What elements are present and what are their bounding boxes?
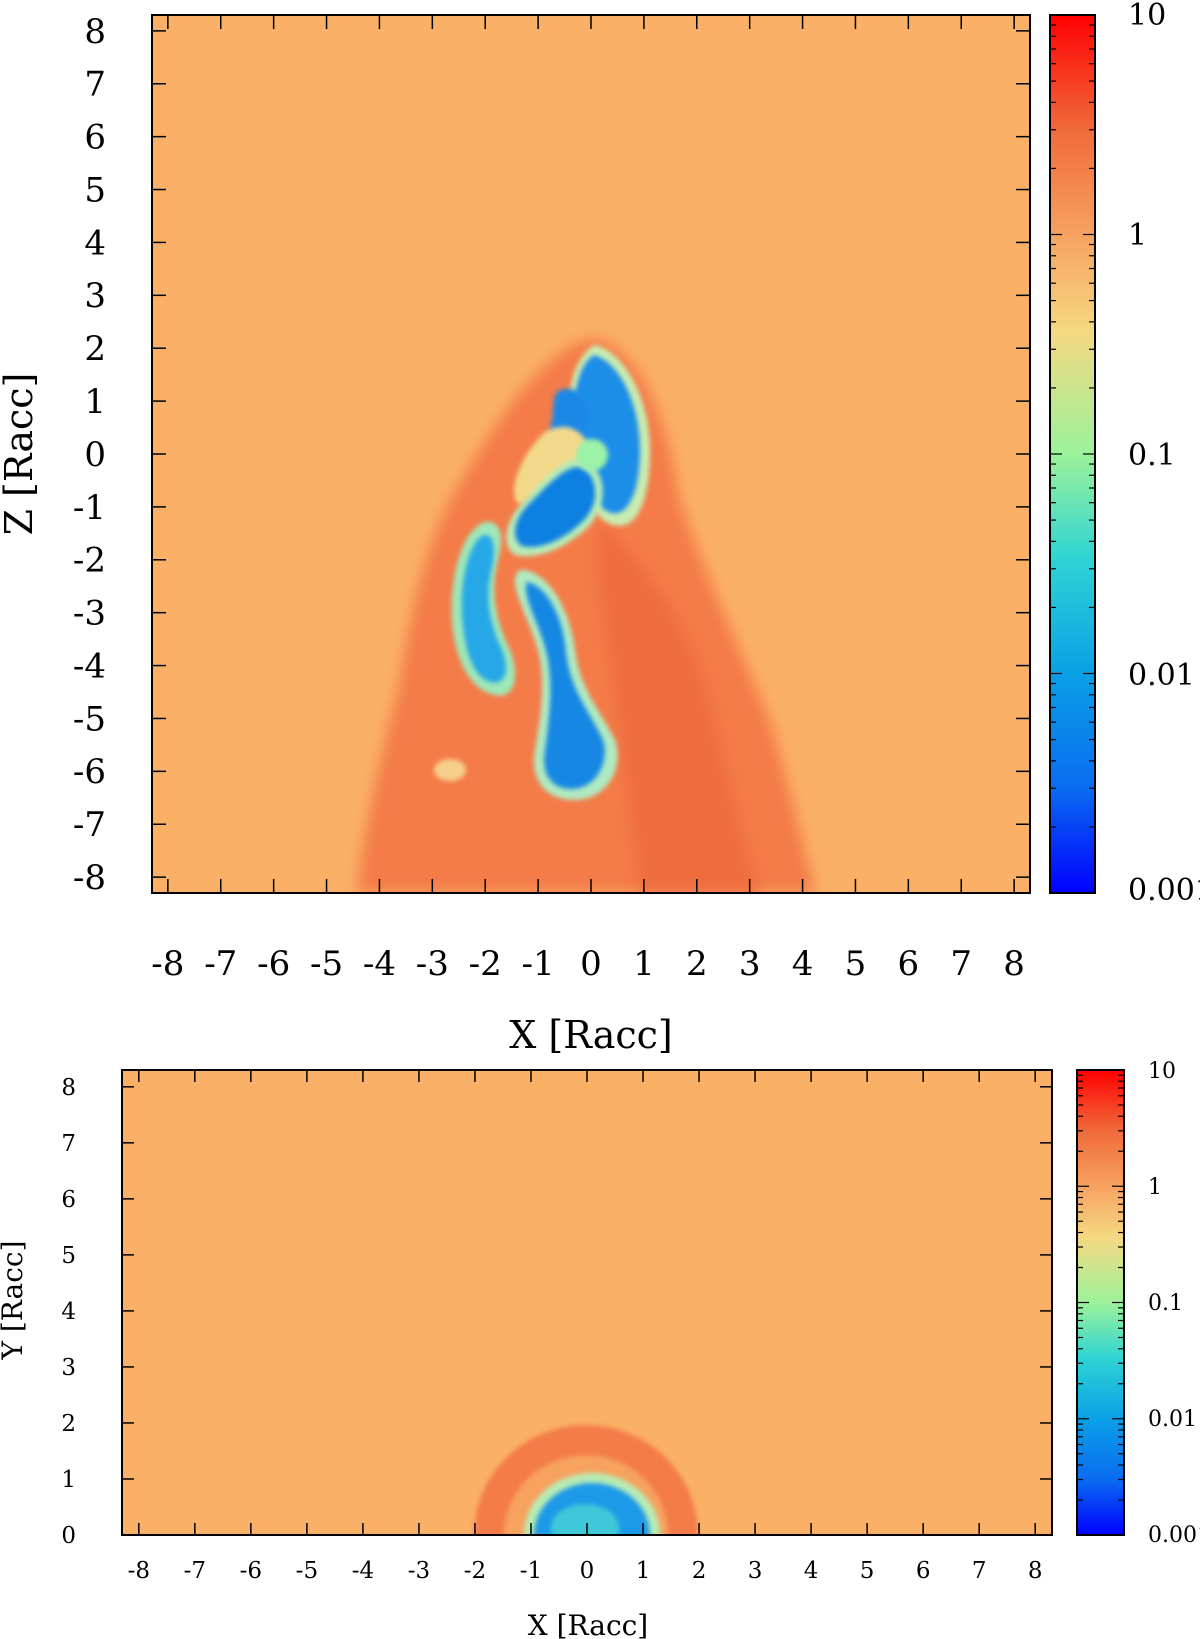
y-tick-label: -3 [73,594,106,634]
x-tick-label: 7 [950,944,972,984]
x-tick-label: 3 [748,1558,763,1584]
colorbar-ticks-xz [1050,24,1095,894]
left-finger [461,534,506,683]
x-tick-label: -3 [408,1558,430,1584]
y-tick-label: -6 [73,752,106,792]
x-tick-label: -1 [520,1558,542,1584]
x-tick-label: 2 [692,1558,707,1584]
y-tick-label: 4 [61,1299,76,1325]
x-tick-label: 0 [580,1558,595,1584]
x-tick-label: -5 [310,944,343,984]
x-tick-label: -2 [469,944,502,984]
x-tick-label: 4 [804,1558,819,1584]
y-axis-label-xz: Z [Racc] [0,373,41,536]
heatmap-xy [122,1070,1052,1535]
ticks-xy: -8 -7 -6 -5 -4 -3 -2 -1 0 1 2 3 4 5 6 7 8 8 7 6 5 4 3 2 1 0 [61,1070,1052,1584]
y-tick-label: 7 [84,65,106,105]
colorbar-label-0.001-xy: 0.001 [1148,1523,1200,1548]
x-tick-label: 0 [580,944,602,984]
x-tick-label: 5 [860,1558,875,1584]
x-tick-label: 3 [739,944,761,984]
x-tick-label: -1 [522,944,555,984]
colorbar-label-0.01-xy: 0.01 [1148,1407,1197,1432]
x-tick-label: 1 [633,944,655,984]
x-tick-label: 8 [1003,944,1025,984]
y-tick-label: 6 [84,118,106,158]
x-tick-label: 1 [636,1558,651,1584]
colorbar-label-10-xy: 10 [1148,1059,1176,1084]
y-tick-label: -2 [73,541,106,581]
y-tick-label: -7 [73,805,106,845]
colorbar-label-0.001-xz: 0.001 [1128,873,1200,908]
y-tick-label: 5 [84,170,106,210]
side-blob [434,759,466,781]
x-tick-label: -2 [464,1558,486,1584]
colorbar-xz: 10 1 0.1 0.01 0.001 [1049,0,1200,908]
x-tick-label: -7 [204,944,237,984]
y-tick-label: 2 [84,329,106,369]
y-tick-label: 0 [84,435,106,475]
x-tick-label: -5 [296,1558,318,1584]
y-tick-label: -4 [73,646,106,686]
colorbar-label-1-xz: 1 [1128,218,1147,253]
y-tick-label: 8 [84,12,106,52]
colorbar-xy: 10 1 0.1 0.01 0.001 [1076,1059,1200,1548]
accretor-body [576,439,608,471]
colorbar-label-1-xy: 1 [1148,1175,1162,1200]
colorbar-ticks-xy [1077,1074,1124,1536]
y-tick-label: 1 [61,1467,76,1493]
y-tick-label: 6 [61,1187,76,1213]
y-tick-label: 4 [84,223,106,263]
x-tick-label: -8 [128,1558,150,1584]
y-tick-label: 7 [61,1131,76,1157]
y-tick-label: 3 [61,1355,76,1381]
y-axis-label-xy: Y [Racc] [0,1240,29,1360]
ticks-xz: -8 -7 -6 -5 -4 -3 -2 -1 0 1 2 3 4 5 6 7 8876543210-1-2-3… [73,12,1030,984]
y-tick-label: -8 [73,858,106,898]
y-tick-label: -5 [73,699,106,739]
colorbar-label-0.01-xz: 0.01 [1128,658,1195,693]
x-tick-label: 5 [845,944,867,984]
x-tick-label: 6 [916,1558,931,1584]
x-axis-label-xy: X [Racc] [528,1609,648,1639]
x-tick-label: -3 [416,944,449,984]
colorbar-label-10-xz: 10 [1128,0,1166,33]
colorbar-label-0.1-xz: 0.1 [1128,438,1176,473]
heatmap-xz [152,15,1030,893]
x-tick-label: 2 [686,944,708,984]
x-tick-label: -6 [257,944,290,984]
y-tick-label: 5 [61,1243,76,1269]
x-tick-label: -6 [240,1558,262,1584]
y-tick-label: 2 [61,1411,76,1437]
y-tick-label: 0 [61,1523,76,1549]
x-axis-label-xz: X [Racc] [509,1013,673,1057]
y-tick-label: 1 [84,382,106,422]
yellow-streak [514,426,590,505]
dense-wake [598,520,760,893]
lower-tail [526,581,605,790]
x-tick-label: 7 [972,1558,987,1584]
middle-finger [515,467,596,547]
x-tick-label: -4 [352,1558,374,1584]
x-tick-label: 6 [898,944,920,984]
colorbar-label-0.1-xy: 0.1 [1148,1291,1183,1316]
y-tick-label: 3 [84,276,106,316]
x-tick-label: -7 [184,1558,206,1584]
x-tick-label: 4 [792,944,814,984]
y-tick-label: -1 [73,488,106,528]
panel-xz: -8 -7 -6 -5 -4 -3 -2 -1 0 1 2 3 4 5 6 7 8876543210-1-2-3… [0,0,1200,1057]
y-tick-label: 8 [61,1075,76,1101]
x-tick-label: -4 [363,944,396,984]
x-tick-label: 8 [1028,1558,1043,1584]
x-tick-label: -8 [151,944,184,984]
inner-bubble-core [551,1504,619,1535]
